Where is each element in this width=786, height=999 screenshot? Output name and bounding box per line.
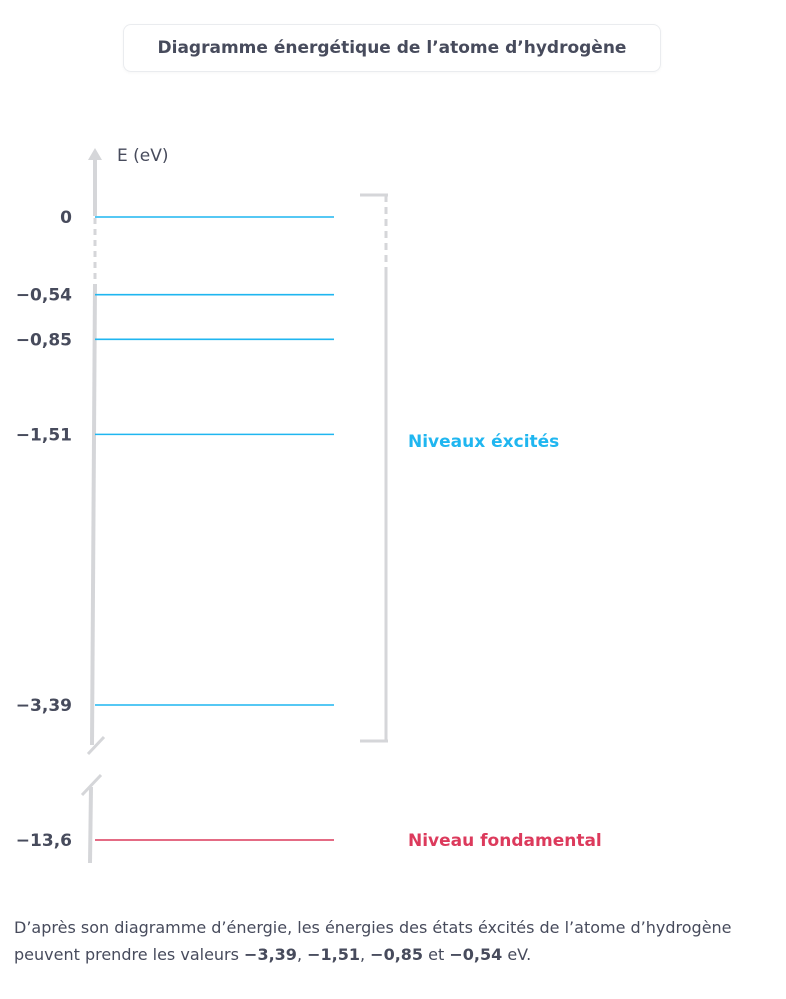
level-tick-label-2: −0,85	[16, 330, 72, 350]
level-tick-label-0: 0	[60, 208, 72, 228]
caption-value-2: −1,51	[307, 945, 360, 964]
caption-sep-1: ,	[296, 945, 308, 964]
axis-lower-segment	[88, 786, 93, 864]
level-tick-label-5: −13,6	[16, 831, 72, 851]
caption-value-1: −3,39	[244, 945, 297, 964]
caption-value-4: −0,54	[449, 945, 503, 964]
caption-value-3: −0,85	[370, 945, 424, 964]
axis-break-mark-top	[86, 735, 106, 756]
energy-diagram: E (eV) 0 −0,54 −0,85 −1,51 −3,39 −13,6 Niveau…	[16, 146, 602, 864]
energy-levels: 0 −0,54 −0,85 −1,51 −3,39 −13,6	[16, 208, 334, 851]
caption-text-end: eV.	[502, 945, 532, 964]
level-tick-label-4: −3,39	[16, 696, 72, 716]
axis-main-segment	[90, 283, 97, 746]
caption-sep-3: et	[423, 945, 450, 964]
caption-text-start: D’après son diagramme d’énergie, les éne…	[14, 918, 732, 964]
caption: D’après son diagramme d’énergie, les éne…	[14, 914, 774, 968]
axis-label: E (eV)	[117, 146, 169, 166]
level-tick-label-1: −0,54	[16, 286, 72, 306]
level-tick-label-3: −1,51	[16, 425, 72, 445]
excited-levels-label: Niveaux éxcités	[408, 432, 559, 452]
axis-arrow-head	[88, 148, 102, 160]
axis-break-mark-bottom	[80, 773, 103, 797]
caption-sep-2: ,	[360, 945, 371, 964]
ground-level-label: Niveau fondamental	[408, 831, 602, 851]
diagram-title: Diagramme énergétique de l’atome d’hydro…	[123, 24, 661, 72]
